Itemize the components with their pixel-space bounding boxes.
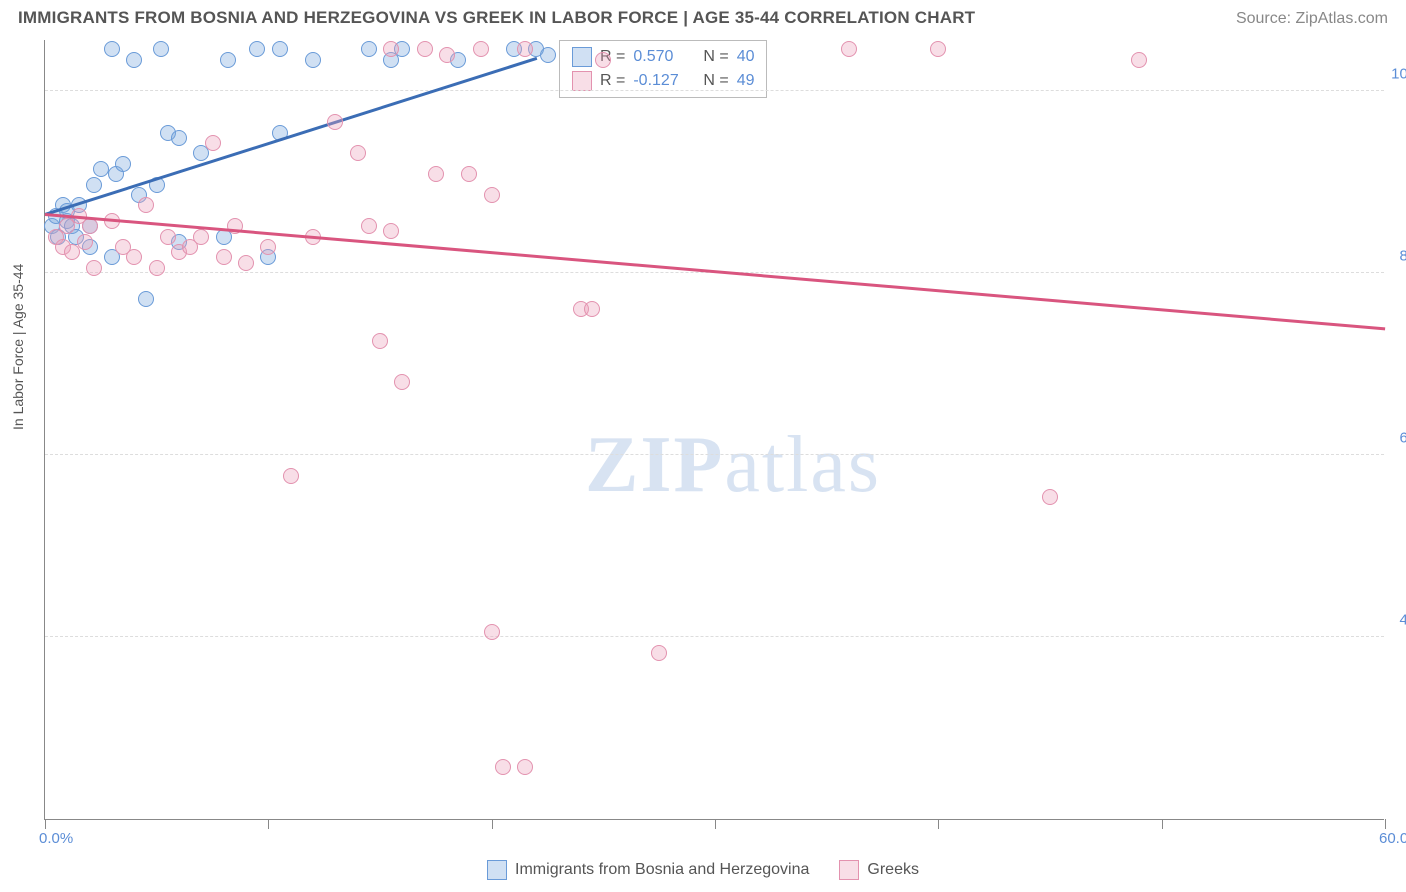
data-point [484,187,500,203]
data-point [383,223,399,239]
data-point [205,135,221,151]
x-tick [45,819,46,829]
data-point [584,301,600,317]
data-point [77,234,93,250]
legend-label: Immigrants from Bosnia and Herzegovina [515,861,809,879]
data-point [439,47,455,63]
legend-swatch [487,860,507,880]
n-label: N = [703,48,728,66]
data-point [104,41,120,57]
data-point [115,156,131,172]
trend-line [45,57,537,215]
data-point [1131,52,1147,68]
data-point [428,166,444,182]
data-point [249,41,265,57]
x-tick [268,819,269,829]
source-prefix: Source: [1236,10,1296,27]
data-point [138,197,154,213]
x-tick [1385,819,1386,829]
x-tick [492,819,493,829]
data-point [260,239,276,255]
data-point [126,249,142,265]
data-point [86,177,102,193]
source: Source: ZipAtlas.com [1236,10,1388,28]
x-tick [938,819,939,829]
gridline [45,636,1384,637]
data-point [138,291,154,307]
data-point [305,52,321,68]
chart-title: IMMIGRANTS FROM BOSNIA AND HERZEGOVINA V… [18,8,975,28]
data-point [394,374,410,390]
x-tick-label: 0.0% [39,830,73,847]
data-point [160,229,176,245]
data-point [272,41,288,57]
legend-swatch [839,860,859,880]
n-value: 40 [737,48,755,66]
data-point [327,114,343,130]
watermark-zip: ZIP [585,421,724,509]
r-value: -0.127 [633,72,695,90]
data-point [216,249,232,265]
data-point [361,41,377,57]
legend-swatch [572,47,592,67]
legend-swatch [572,71,592,91]
scatter-plot: ZIPatlas R =0.570N =40R =-0.127N =49 47.… [44,40,1384,820]
data-point [517,759,533,775]
n-label: N = [703,72,728,90]
data-point [595,52,611,68]
data-point [495,759,511,775]
data-point [149,260,165,276]
legend-label: Greeks [867,861,919,879]
data-point [517,41,533,57]
data-point [171,130,187,146]
data-point [417,41,433,57]
data-point [473,41,489,57]
data-point [372,333,388,349]
data-point [461,166,477,182]
x-tick-label: 60.0% [1379,830,1406,847]
data-point [1042,489,1058,505]
data-point [238,255,254,271]
data-point [841,41,857,57]
watermark-atlas: atlas [724,421,881,509]
watermark: ZIPatlas [585,420,881,511]
data-point [484,624,500,640]
gridline [45,454,1384,455]
data-point [86,260,102,276]
data-point [651,645,667,661]
data-point [64,244,80,260]
x-tick [715,819,716,829]
y-axis-label: In Labor Force | Age 35-44 [10,264,26,430]
legend-item: Greeks [839,860,919,880]
data-point [930,41,946,57]
x-tick [1162,819,1163,829]
data-point [220,52,236,68]
legend-item: Immigrants from Bosnia and Herzegovina [487,860,809,880]
y-tick-label: 47.5% [1399,612,1406,629]
data-point [82,218,98,234]
data-point [93,161,109,177]
data-point [153,41,169,57]
r-value: 0.570 [633,48,695,66]
data-point [361,218,377,234]
y-tick-label: 65.0% [1399,430,1406,447]
data-point [283,468,299,484]
n-value: 49 [737,72,755,90]
r-label: R = [600,72,625,90]
source-name: ZipAtlas.com [1296,10,1388,27]
data-point [126,52,142,68]
data-point [383,41,399,57]
y-tick-label: 100.0% [1391,66,1406,83]
data-point [350,145,366,161]
series-legend: Immigrants from Bosnia and Herzegovina Gr… [0,860,1406,880]
gridline [45,90,1384,91]
data-point [193,229,209,245]
y-tick-label: 82.5% [1399,248,1406,265]
data-point [540,47,556,63]
